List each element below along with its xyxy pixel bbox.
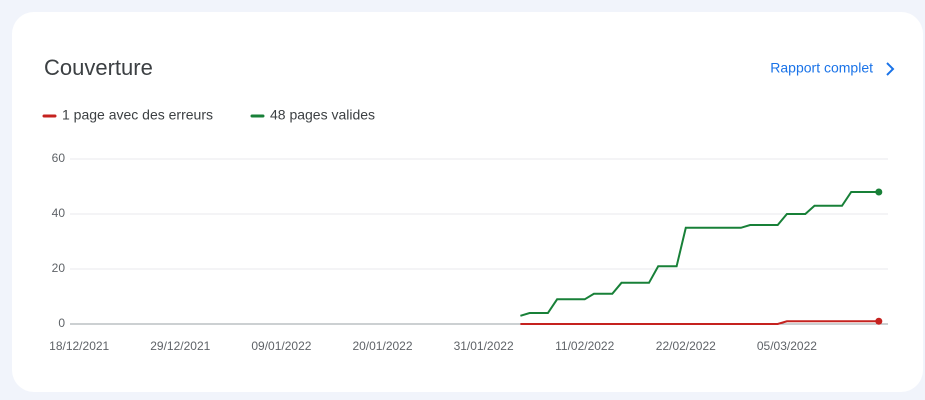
link-text[interactable]: Rapport complet xyxy=(770,60,873,76)
legend-label: 1 page avec des erreurs xyxy=(62,107,213,123)
end-dot xyxy=(875,317,883,325)
series-line xyxy=(520,320,879,325)
x-tick-label: 18/12/2021 xyxy=(49,339,109,353)
end-dot xyxy=(875,188,883,196)
series-line xyxy=(520,191,879,317)
x-tick-label: 05/03/2022 xyxy=(757,339,817,353)
y-tick-label: 20 xyxy=(52,261,66,275)
x-tick-label: 11/02/2022 xyxy=(555,339,614,353)
card xyxy=(12,12,923,392)
card-title: Couverture xyxy=(44,55,153,80)
y-tick-label: 0 xyxy=(58,316,65,330)
x-tick-label: 29/12/2021 xyxy=(150,339,210,353)
x-tick-label: 31/01/2022 xyxy=(454,339,514,353)
full-report-link[interactable]: Rapport complet xyxy=(770,60,895,76)
x-tick-label: 22/02/2022 xyxy=(656,339,716,353)
legend-label: 48 pages valides xyxy=(270,107,375,123)
y-tick-label: 40 xyxy=(52,206,66,220)
x-tick-label: 09/01/2022 xyxy=(251,339,311,353)
y-tick-label: 60 xyxy=(52,151,66,165)
chevron[interactable] xyxy=(886,62,895,76)
x-tick-label: 20/01/2022 xyxy=(352,339,412,353)
